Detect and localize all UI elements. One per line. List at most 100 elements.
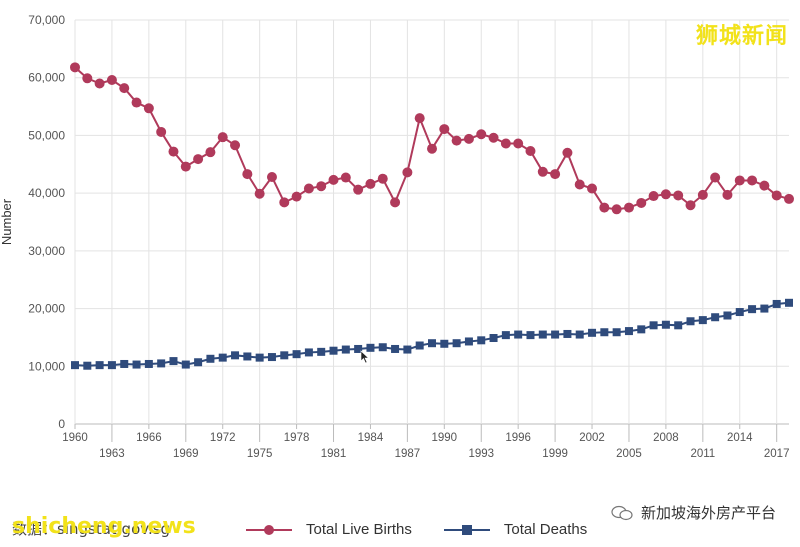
data-point (760, 304, 769, 313)
x-axis: 1960 1966 1972 1978 1984 1990 1996 2002 2008 2014… (62, 424, 789, 460)
data-point (439, 124, 450, 135)
x-tick-label: 2014 (727, 432, 753, 444)
data-point (280, 351, 289, 360)
legend: Total Live Births Total Deaths (246, 521, 619, 538)
data-point (317, 347, 326, 356)
data-point (415, 341, 424, 350)
data-point (390, 197, 401, 208)
data-point (785, 298, 793, 307)
data-point (230, 140, 241, 151)
data-point (218, 353, 227, 362)
data-point (366, 343, 375, 352)
data-point (107, 361, 116, 370)
data-point (772, 299, 781, 308)
mouse-cursor-icon (360, 350, 370, 364)
data-point (537, 166, 548, 177)
x-tick-label: 1999 (542, 448, 568, 460)
data-point (562, 147, 573, 158)
data-point (488, 132, 499, 143)
circle-marker-icon (246, 524, 292, 535)
data-point (279, 197, 290, 208)
data-point (304, 348, 313, 357)
data-point (452, 339, 461, 348)
data-point (95, 361, 104, 370)
y-tick-label: 10,000 (28, 359, 65, 373)
data-point (205, 147, 216, 158)
data-point (784, 193, 794, 204)
data-point (587, 183, 598, 194)
data-point (353, 184, 364, 195)
x-tick-label: 1990 (432, 432, 458, 444)
data-point (500, 138, 511, 149)
data-point (143, 103, 154, 114)
data-point (354, 344, 363, 353)
x-tick-label: 2008 (653, 432, 679, 444)
data-point (414, 113, 425, 124)
x-tick-label: 1963 (99, 448, 125, 460)
data-point (328, 174, 339, 185)
data-point (575, 330, 584, 339)
data-point (231, 351, 240, 360)
data-point (329, 346, 338, 355)
data-point (267, 353, 276, 362)
x-tick-label: 1996 (505, 432, 531, 444)
data-point (131, 97, 142, 108)
data-point (193, 154, 204, 165)
source-text: 数据：singstat.gov.sg (12, 520, 171, 538)
x-tick-label: 1987 (395, 448, 421, 460)
data-point (180, 161, 191, 172)
data-point (365, 178, 376, 189)
data-point (612, 328, 621, 337)
x-tick-label: 1972 (210, 432, 236, 444)
data-point (550, 169, 561, 180)
data-point (759, 180, 770, 191)
data-point (70, 62, 80, 73)
series-line (74, 66, 790, 211)
data-point (292, 350, 301, 359)
data-point (340, 172, 351, 183)
data-point (711, 313, 720, 322)
data-point (377, 173, 388, 184)
data-point (722, 189, 733, 200)
data-point (637, 325, 646, 334)
data-point (169, 357, 178, 366)
data-point (391, 344, 400, 353)
data-point (588, 328, 597, 337)
y-tick-label: 60,000 (28, 71, 65, 85)
data-point (254, 188, 265, 199)
data-point (242, 169, 253, 180)
data-point (476, 129, 487, 140)
x-tick-label: 2002 (579, 432, 605, 444)
y-axis-label: Number (0, 198, 14, 245)
data-point (119, 83, 130, 94)
data-point (403, 345, 412, 354)
x-tick-label: 1993 (468, 448, 494, 460)
series-line (74, 301, 790, 367)
data-point (697, 189, 708, 200)
data-point (648, 191, 659, 202)
data-point (303, 183, 314, 194)
wechat-account: 新加坡海外房产平台 (611, 502, 776, 523)
y-tick-label: 0 (58, 417, 65, 431)
data-point (734, 175, 745, 186)
data-point (574, 179, 585, 190)
data-point (71, 361, 79, 370)
data-point (217, 132, 228, 143)
legend-item-births: Total Live Births (246, 521, 412, 538)
watermark-top: 狮城新闻 (695, 24, 788, 49)
data-point (599, 202, 610, 213)
data-point (661, 320, 670, 329)
data-point (660, 189, 671, 200)
data-point (551, 330, 560, 339)
y-tick-label: 20,000 (28, 302, 65, 316)
data-point (194, 358, 203, 367)
data-point (464, 337, 473, 346)
data-point (428, 339, 436, 348)
data-point (378, 343, 387, 352)
data-point (636, 197, 647, 208)
data-point (451, 135, 462, 146)
data-point (514, 330, 523, 339)
wechat-icon (611, 505, 633, 520)
y-tick-label: 40,000 (28, 186, 65, 200)
x-tick-label: 1978 (284, 432, 310, 444)
